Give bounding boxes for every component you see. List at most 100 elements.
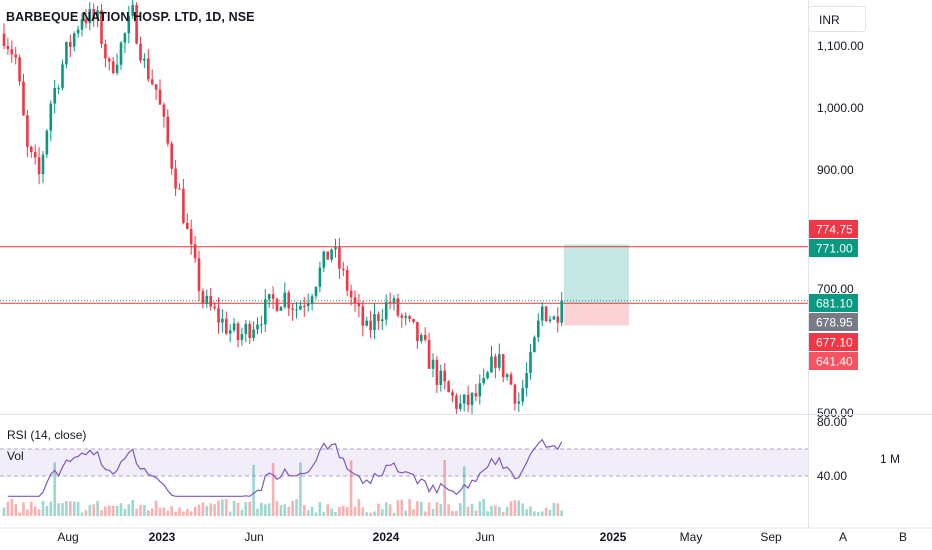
volume-bar	[494, 505, 497, 516]
rsi-series	[7, 438, 563, 497]
candle-body	[205, 295, 209, 304]
volume-bar	[423, 511, 427, 516]
candle-body	[525, 372, 528, 388]
candle-body	[260, 324, 263, 326]
horizontal-lines[interactable]	[0, 246, 808, 304]
volume-bar	[330, 508, 333, 516]
candle-body	[408, 316, 411, 319]
candle-body	[201, 291, 205, 304]
candle-body	[6, 45, 10, 50]
volume-bar	[225, 499, 228, 516]
volume-bar	[392, 512, 396, 516]
candle-body	[544, 306, 548, 322]
volume-bar	[400, 499, 404, 516]
candle-body	[162, 104, 166, 117]
volume-bar	[388, 504, 392, 516]
volume-bar	[396, 500, 400, 516]
candle-body	[256, 324, 259, 330]
candle-body	[248, 323, 251, 338]
volume-legend[interactable]: Vol	[7, 449, 24, 463]
volume-bar	[100, 510, 103, 516]
volume-bar	[287, 506, 290, 516]
candle-body	[513, 384, 517, 404]
candle-body	[318, 267, 322, 287]
price-tag: 677.10	[816, 336, 853, 350]
volume-bar	[260, 502, 263, 516]
volume-bar	[232, 501, 236, 516]
axis-divider	[808, 0, 809, 528]
price-tag-bg	[809, 220, 858, 238]
volume-bar	[435, 502, 439, 516]
candle-body	[330, 249, 333, 260]
volume-bar	[170, 506, 173, 516]
volume-bar	[537, 512, 540, 516]
volume-bar	[544, 507, 548, 516]
candle-body	[482, 378, 485, 384]
candle-body	[287, 292, 290, 309]
volume-bar	[306, 510, 310, 516]
volume-bar	[439, 504, 443, 516]
volume-bar	[533, 511, 536, 516]
candle-body	[100, 10, 103, 44]
volume-bar	[310, 506, 314, 516]
volume-bar	[88, 504, 92, 516]
price-axis[interactable]: 1,100.00 1,000.00 900.00 700.00 500.00	[817, 39, 864, 420]
volume-bar	[314, 512, 318, 516]
time-tick: 2024	[373, 530, 400, 544]
candle-body	[451, 391, 454, 396]
volume-bar	[182, 511, 185, 516]
candle-body	[420, 334, 423, 342]
scale-button-b[interactable]: B	[899, 530, 907, 544]
volume-bar	[357, 499, 361, 516]
interval-label[interactable]: 1 M	[880, 452, 901, 466]
candle-body	[540, 306, 544, 321]
volume-bar	[369, 512, 372, 516]
candle-body	[384, 302, 388, 320]
candle-body	[135, 4, 138, 44]
volume-bar	[221, 499, 224, 516]
volume-bar	[72, 501, 76, 516]
candle-body	[303, 306, 306, 308]
volume-bar	[455, 510, 458, 516]
volume-bar	[420, 501, 423, 516]
position-stop-zone[interactable]	[563, 303, 629, 326]
price-tag-bg	[809, 352, 858, 370]
candle-body	[57, 87, 60, 89]
volume-bar	[119, 503, 123, 516]
candle-body	[279, 306, 283, 311]
volume-bar	[150, 508, 154, 516]
volume-bar	[33, 506, 37, 516]
candle-body	[498, 354, 501, 368]
candle-body	[30, 146, 33, 153]
price-tags: 774.75 771.00 681.10 678.95 677.10 641.40	[809, 220, 858, 370]
rsi-legend[interactable]: RSI (14, close)	[7, 428, 87, 442]
time-axis[interactable]: Aug 2023 Jun 2024 Jun 2025 May Sep	[0, 527, 932, 544]
position-tool[interactable]	[563, 244, 629, 326]
candle-body	[400, 315, 404, 318]
time-tick: 2023	[149, 530, 176, 544]
candle-body	[170, 143, 173, 169]
volume-bar	[427, 502, 431, 516]
time-tick: 2025	[600, 530, 627, 544]
candles	[2, 0, 563, 414]
volume-bar	[201, 502, 205, 516]
volume-bar	[236, 502, 240, 516]
candle-body	[373, 314, 376, 331]
candle-body	[49, 103, 53, 131]
pane-divider[interactable]	[0, 414, 932, 415]
price-tag-bg	[809, 239, 858, 257]
position-target-zone[interactable]	[563, 244, 629, 304]
volume-bar	[474, 510, 478, 516]
currency-button[interactable]: INR	[808, 6, 866, 32]
candle-body	[221, 318, 224, 323]
candle-body	[334, 247, 337, 250]
price-tag: 641.40	[816, 355, 853, 369]
volume-bar	[252, 464, 255, 516]
candle-body	[225, 318, 228, 334]
volume-bar	[295, 499, 298, 516]
scale-button-a[interactable]: A	[839, 530, 847, 544]
volume-bar	[560, 510, 563, 516]
candle-body	[486, 372, 489, 379]
